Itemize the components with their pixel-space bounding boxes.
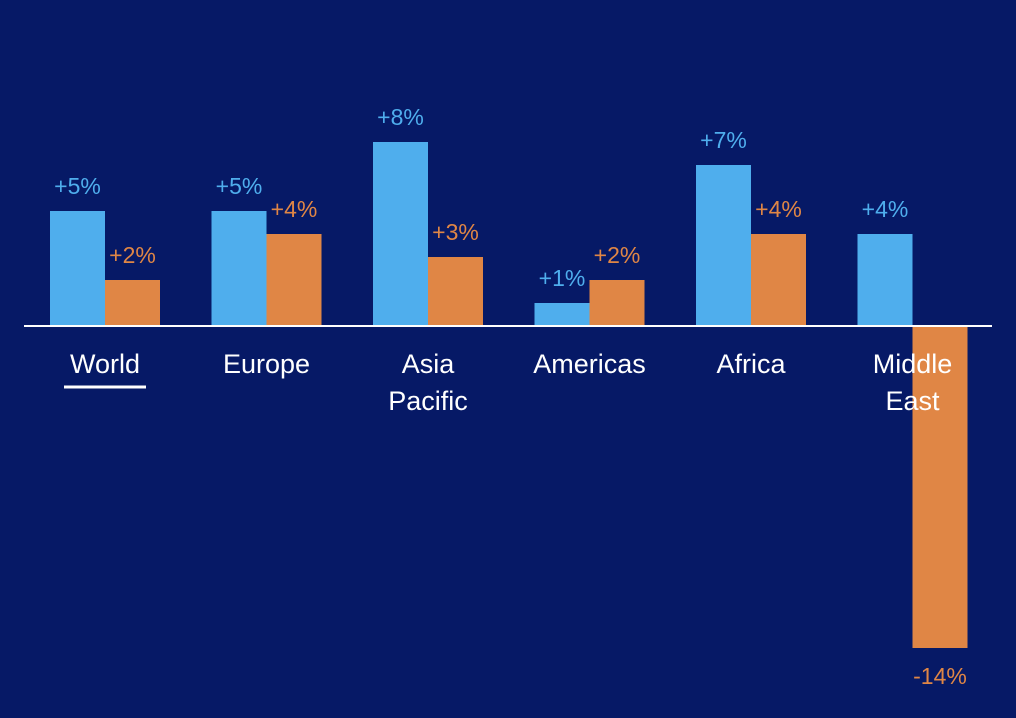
category-label-americas: Americas — [533, 349, 646, 379]
category-label-world: World — [70, 349, 140, 379]
value-labels-group: +5% +2% +5% +4% +8% +3% +1% +2% +7% +4% +4% -14% — [54, 104, 967, 689]
bar-series2-world — [105, 280, 160, 326]
data-label-series2-africa: +4% — [755, 196, 802, 222]
data-label-series1-africa: +7% — [700, 127, 747, 153]
data-label-series2-americas: +2% — [594, 242, 641, 268]
bars-group — [50, 142, 968, 648]
data-label-series2-middle-east: -14% — [913, 663, 967, 689]
bar-series2-asia-pacific — [428, 257, 483, 326]
bar-series2-middle-east — [912, 326, 968, 648]
bar-series2-americas — [589, 280, 645, 326]
data-label-series2-asia-pacific: +3% — [432, 219, 479, 245]
data-label-series2-europe: +4% — [271, 196, 318, 222]
data-label-series1-world: +5% — [54, 173, 101, 199]
bar-series2-africa — [751, 234, 806, 326]
category-label-middle-east: Middle East — [873, 349, 953, 416]
bar-series1-europe — [211, 211, 267, 326]
bar-series1-middle-east — [857, 234, 913, 326]
data-label-series1-middle-east: +4% — [862, 196, 909, 222]
data-label-series2-world: +2% — [109, 242, 156, 268]
bar-series1-asia-pacific — [373, 142, 428, 326]
category-label-europe: Europe — [223, 349, 310, 379]
data-label-series1-americas: +1% — [539, 265, 586, 291]
bar-series1-africa — [696, 165, 751, 326]
category-label-asia-pacific: Asia Pacific — [388, 349, 468, 416]
category-labels-group: World Europe Asia Pacific Americas Africa Midd… — [64, 349, 952, 416]
category-label-africa: Africa — [716, 349, 786, 379]
bar-series1-world — [50, 211, 105, 326]
data-label-series1-asia-pacific: +8% — [377, 104, 424, 130]
data-label-series1-europe: +5% — [216, 173, 263, 199]
bar-series2-europe — [266, 234, 322, 326]
bar-series1-americas — [534, 303, 590, 326]
